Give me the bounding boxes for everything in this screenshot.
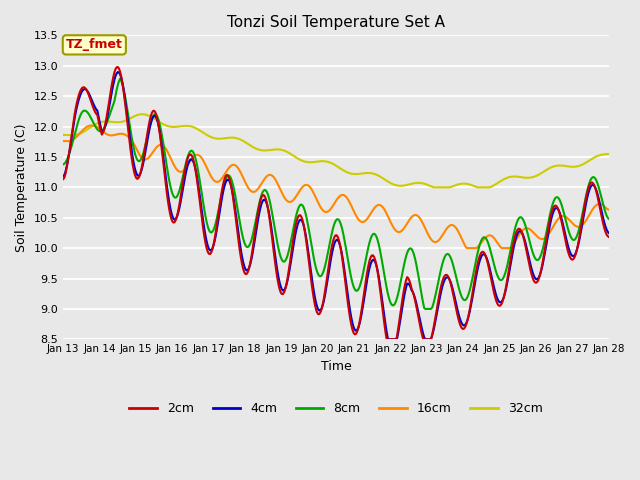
Y-axis label: Soil Temperature (C): Soil Temperature (C)	[15, 123, 28, 252]
Legend: 2cm, 4cm, 8cm, 16cm, 32cm: 2cm, 4cm, 8cm, 16cm, 32cm	[124, 397, 548, 420]
Text: TZ_fmet: TZ_fmet	[66, 38, 123, 51]
Title: Tonzi Soil Temperature Set A: Tonzi Soil Temperature Set A	[227, 15, 445, 30]
X-axis label: Time: Time	[321, 360, 351, 373]
